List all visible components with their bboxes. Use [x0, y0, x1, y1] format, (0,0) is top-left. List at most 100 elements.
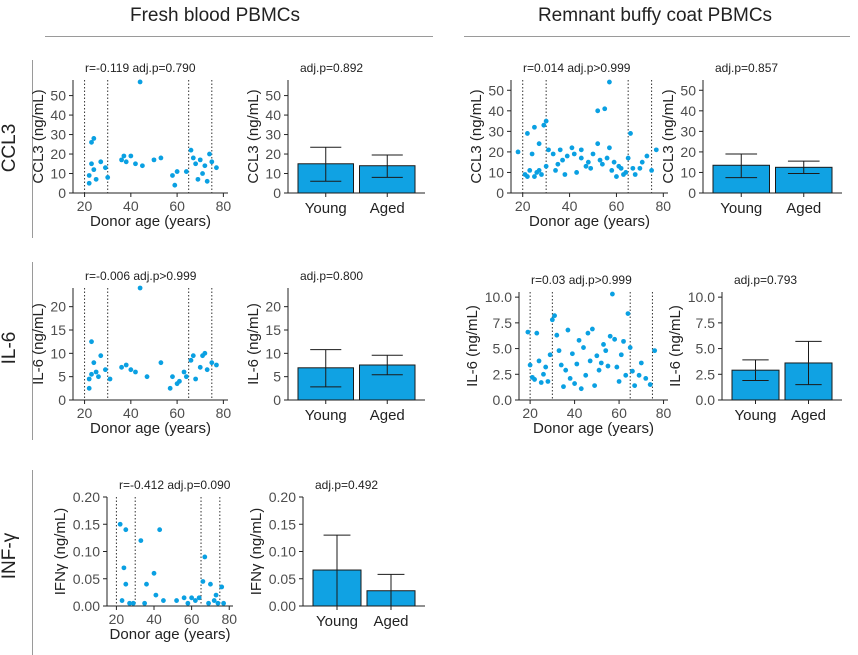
fresh-ccl3-bar-category-label: Aged: [370, 200, 405, 217]
fresh-il6-bar-y-tick-label: 10: [265, 345, 281, 361]
buffy-il6-scatter-data-point: [610, 291, 615, 297]
buffy-ccl3-bar-annotation: adj.p=0.857: [715, 61, 778, 75]
fresh-ccl3-scatter-data-point: [137, 79, 143, 85]
buffy-ccl3-scatter-data-point: [532, 174, 537, 179]
buffy-ccl3-bar-y-tick-label: 40: [680, 103, 696, 119]
fresh-ccl3-scatter-data-point: [195, 176, 201, 182]
fresh-ifng-scatter-data-point: [123, 581, 129, 587]
buffy-il6-scatter-data-point: [536, 358, 542, 364]
fresh-ccl3-scatter-x-tick-label: 20: [77, 198, 93, 214]
fresh-ccl3-scatter-data-point: [86, 180, 92, 186]
buffy-ccl3-scatter-data-point: [602, 106, 608, 112]
buffy-ccl3-bar-y-tick-label: 20: [680, 144, 696, 160]
row-divider-il6: [32, 262, 33, 440]
buffy-ccl3-scatter-data-point: [578, 155, 584, 161]
buffy-ccl3-bar-y-tick-label: 30: [680, 123, 696, 139]
fresh-il6-scatter-y-tick-label: 20: [50, 299, 66, 315]
buffy-il6-scatter-data-point: [605, 363, 611, 369]
fresh-ifng-scatter-data-point: [213, 592, 219, 598]
fresh-il6-scatter-data-point: [98, 353, 104, 359]
fresh-ccl3-scatter-data-point: [151, 157, 157, 163]
fresh-il6-scatter-data-point: [181, 369, 187, 375]
fresh-ccl3-scatter-y-label: CCL3 (ng/mL): [30, 89, 47, 183]
buffy-il6-bar-y-tick-label: 0.0: [696, 392, 716, 408]
buffy-il6-scatter-data-point: [585, 330, 591, 336]
fresh-ifng-bar-category-label: Young: [316, 613, 358, 630]
buffy-ccl3-scatter-data-point: [536, 168, 542, 173]
fresh-ccl3-scatter-annotation: r=-0.119 adj.p=0.790: [85, 61, 196, 75]
fresh-il6-scatter-data-point: [128, 367, 134, 373]
fresh-ccl3-scatter-data-point: [119, 157, 124, 163]
buffy-il6-scatter-data-point: [618, 352, 624, 358]
fresh-il6-bar-category-label: Aged: [370, 407, 405, 424]
buffy-il6-scatter-y-tick-label: 2.5: [493, 366, 513, 382]
buffy-il6-scatter-data-point: [525, 329, 531, 335]
fresh-ccl3-scatter-data-point: [158, 155, 164, 161]
buffy-ccl3-scatter-data-point: [525, 174, 530, 179]
buffy-il6-scatter-x-tick-label: 60: [611, 405, 627, 421]
fresh-ccl3-scatter-data-point: [91, 136, 97, 141]
fresh-ccl3-scatter-x-tick-label: 40: [123, 198, 139, 214]
fresh-ccl3-scatter-data-point: [204, 178, 210, 184]
buffy-ccl3-scatter-data-point: [525, 131, 530, 136]
buffy-il6-bar-annotation: adj.p=0.793: [734, 273, 797, 287]
buffy-il6-scatter-y-tick-label: 5.0: [493, 341, 513, 357]
fresh-ifng-bar-y-label: IFNγ (ng/mL): [248, 508, 265, 596]
fresh-ccl3-bar-y-tick-label: 10: [265, 166, 281, 182]
fresh-ifng-scatter-data-point: [200, 579, 206, 584]
fresh-ifng-scatter-y-tick-label: 0.00: [73, 598, 100, 614]
fresh-ccl3-scatter-data-point: [209, 159, 215, 165]
buffy-ccl3-bar-category-label: Young: [720, 200, 762, 217]
fresh-ifng-scatter-data-point: [127, 600, 132, 606]
fresh-il6-bar-annotation: adj.p=0.800: [300, 269, 363, 283]
fresh-il6-scatter-annotation: r=-0.006 adj.p>0.999: [85, 269, 197, 283]
buffy-il6-scatter-data-point: [621, 338, 626, 344]
buffy-ccl3-scatter-data-point: [555, 161, 561, 167]
buffy-il6-scatter-data-point: [574, 361, 580, 367]
fresh-ifng-scatter-x-tick-label: 20: [109, 611, 125, 627]
buffy-il6-scatter-data-point: [563, 367, 569, 373]
buffy-il6-scatter-data-point: [549, 317, 555, 323]
buffy-il6-scatter-data-point: [592, 383, 598, 388]
buffy-il6-bar-y-tick-label: 7.5: [696, 315, 716, 331]
fresh-ifng-scatter-data-point: [202, 554, 208, 560]
fresh-ccl3-scatter-data-point: [202, 163, 208, 169]
buffy-il6-scatter-annotation: r=0.03 adj.p>0.999: [531, 273, 632, 287]
buffy-ccl3-scatter-data-point: [628, 131, 633, 136]
fresh-ifng-scatter-data-point: [138, 538, 144, 543]
fresh-ifng-scatter-data-point: [161, 598, 166, 603]
buffy-ccl3-scatter-data-point: [623, 170, 629, 175]
fresh-il6-bar-y-label: IL-6 (ng/mL): [245, 303, 262, 385]
buffy-ccl3-scatter-data-point: [553, 168, 558, 173]
buffy-il6-scatter-data-point: [567, 376, 573, 381]
fresh-ccl3-bar-annotation: adj.p=0.892: [300, 61, 363, 75]
buffy-ccl3-scatter-data-point: [560, 157, 565, 163]
row-divider-ccl3: [32, 60, 33, 238]
buffy-ccl3-scatter-data-point: [546, 147, 551, 153]
fresh-il6-bar-y-tick-label: 5: [273, 369, 281, 385]
fresh-il6-scatter-y-tick-label: 10: [50, 345, 66, 361]
buffy-il6-scatter-data-point: [527, 362, 533, 368]
buffy-ccl3-scatter-data-point: [614, 174, 619, 179]
buffy-ccl3-scatter-data-point: [595, 108, 601, 114]
buffy-il6-scatter-data-point: [558, 362, 564, 368]
buffy-ccl3-scatter-data-point: [571, 151, 577, 157]
buffy-ccl3-scatter-data-point: [564, 153, 570, 159]
buffy-ccl3-scatter-data-point: [590, 151, 596, 157]
fresh-ccl3-scatter-y-tick-label: 30: [50, 127, 66, 143]
fresh-ccl3-scatter-data-point: [193, 161, 199, 167]
buffy-ccl3-scatter-y-tick-label: 20: [488, 144, 504, 160]
fresh-il6-scatter-data-point: [209, 360, 215, 366]
fresh-ccl3-scatter-data-point: [89, 139, 94, 145]
fresh-il6-scatter-x-tick-label: 60: [169, 405, 185, 421]
fresh-ccl3-scatter-data-point: [128, 153, 134, 159]
buffy-ccl3-scatter-x-tick-label: 20: [515, 198, 531, 214]
fresh-ifng-bar-category-label: Aged: [373, 613, 408, 630]
buffy-il6-scatter-data-point: [572, 381, 577, 386]
buffy-il6-scatter-data-point: [543, 364, 549, 370]
fresh-ifng-scatter-data-point: [206, 600, 211, 606]
fresh-il6-bar-category-label: Young: [305, 407, 347, 424]
fresh-il6-scatter-data-point: [91, 360, 97, 366]
buffy-il6-scatter-data-point: [581, 345, 586, 350]
fresh-il6-scatter-data-point: [133, 369, 138, 375]
